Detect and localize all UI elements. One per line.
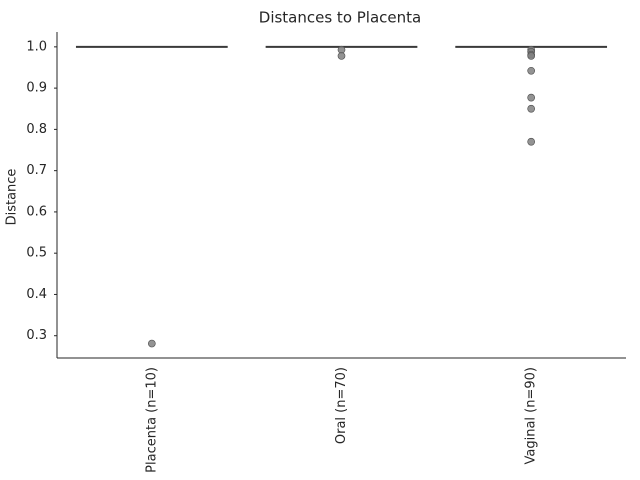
y-tick-label: 0.8 bbox=[26, 122, 47, 137]
y-tick-label: 0.4 bbox=[26, 287, 47, 302]
outlier bbox=[527, 66, 536, 75]
outlier bbox=[147, 339, 156, 348]
outlier bbox=[527, 93, 536, 102]
y-axis-label: Distance bbox=[5, 169, 20, 226]
x-tick-label: Oral (n=70) bbox=[334, 367, 349, 444]
y-tick-label: 0.9 bbox=[26, 81, 47, 96]
chart-title: Distances to Placenta bbox=[259, 9, 421, 27]
y-tick-label: 0.3 bbox=[26, 328, 47, 343]
x-tick-label: Placenta (n=10) bbox=[144, 367, 159, 473]
y-tick-label: 0.7 bbox=[26, 163, 47, 178]
outlier bbox=[527, 52, 536, 60]
outlier bbox=[337, 52, 346, 60]
y-tick-label: 0.5 bbox=[26, 246, 47, 261]
outlier bbox=[527, 104, 536, 113]
outlier bbox=[527, 137, 536, 146]
y-tick-label: 0.6 bbox=[26, 204, 47, 219]
x-tick-label: Vaginal (n=90) bbox=[524, 367, 539, 464]
y-tick-label: 1.0 bbox=[26, 39, 47, 54]
